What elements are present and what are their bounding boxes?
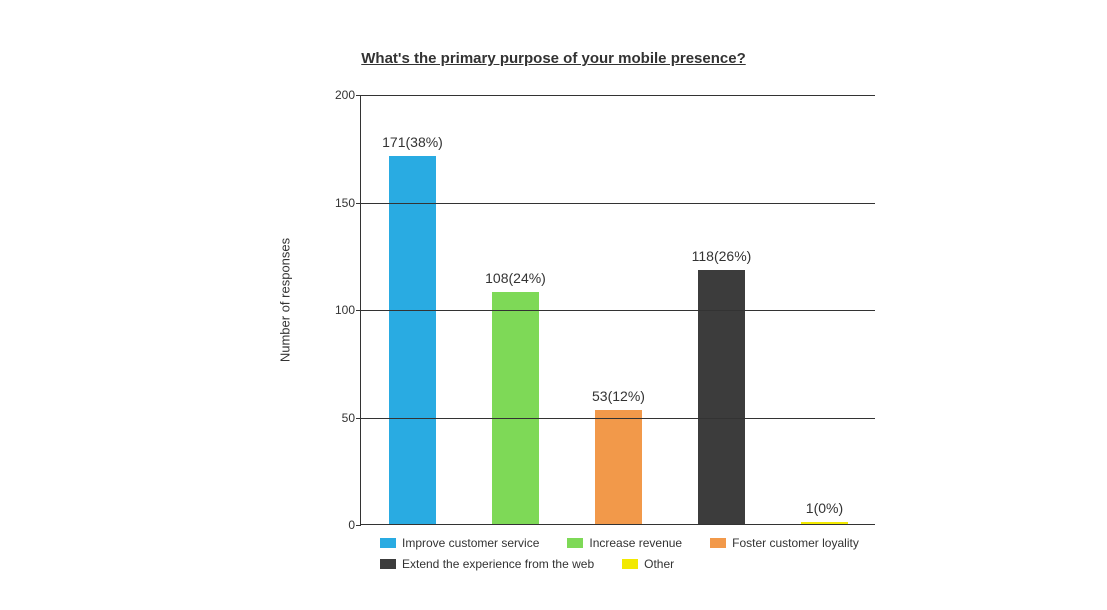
bar: 1(0%) [801,522,847,524]
legend-label: Improve customer service [402,536,539,550]
bar-value-label: 53(12%) [592,388,645,404]
plot-area: 171(38%)108(24%)53(12%)118(26%)1(0%) 050… [360,95,875,525]
legend-label: Increase revenue [589,536,682,550]
legend-label: Foster customer loyality [732,536,859,550]
gridline [361,418,875,419]
legend-swatch [710,538,726,548]
y-tick-mark [356,95,361,96]
y-tick-mark [356,310,361,311]
chart-container: What's the primary purpose of your mobil… [0,0,1107,610]
bar-value-label: 1(0%) [806,500,843,516]
y-tick-label: 0 [348,518,355,532]
legend-row: Improve customer service Increase revenue… [380,535,980,550]
bar: 53(12%) [595,410,641,524]
legend: Improve customer service Increase revenue… [380,535,980,577]
legend-label: Other [644,557,674,571]
y-tick-label: 100 [335,303,355,317]
bar: 171(38%) [389,156,435,524]
legend-swatch [567,538,583,548]
legend-swatch [380,538,396,548]
legend-label: Extend the experience from the web [402,557,594,571]
bar-value-label: 118(26%) [692,248,752,264]
y-tick-label: 50 [342,411,355,425]
legend-item: Other [622,556,674,571]
gridline [361,203,875,204]
chart-title: What's the primary purpose of your mobil… [0,50,1107,67]
bar-value-label: 108(24%) [485,270,546,286]
y-tick-mark [356,525,361,526]
y-axis-label: Number of responses [278,238,293,362]
legend-row: Extend the experience from the web Other [380,556,980,571]
bar-value-label: 171(38%) [382,134,443,150]
legend-swatch [380,559,396,569]
y-tick-label: 150 [335,196,355,210]
legend-swatch [622,559,638,569]
legend-item: Foster customer loyality [710,535,859,550]
gridline [361,310,875,311]
bar: 108(24%) [492,292,538,524]
gridline [361,95,875,96]
legend-item: Extend the experience from the web [380,556,594,571]
y-tick-label: 200 [335,88,355,102]
y-tick-mark [356,203,361,204]
legend-item: Increase revenue [567,535,682,550]
bar: 118(26%) [698,270,744,524]
legend-item: Improve customer service [380,535,539,550]
y-tick-mark [356,418,361,419]
